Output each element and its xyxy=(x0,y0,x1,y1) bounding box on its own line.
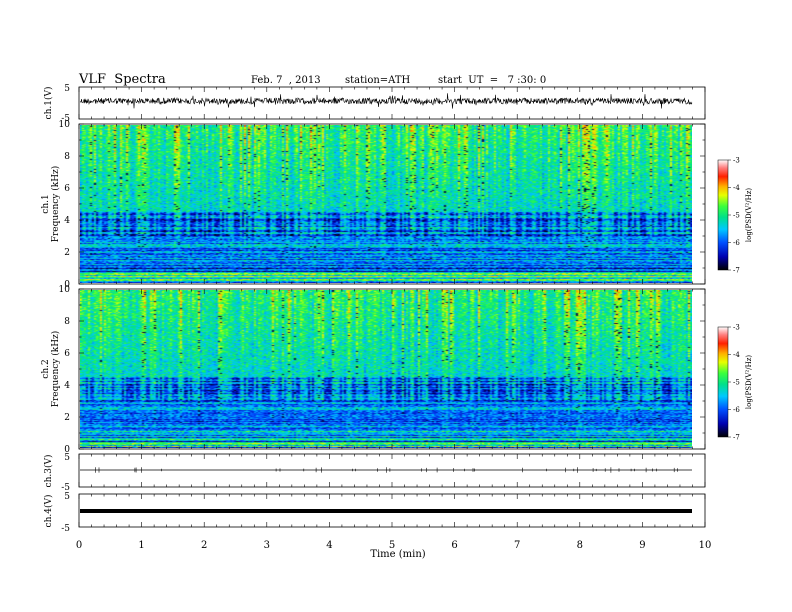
time-tick-8: 8 xyxy=(577,540,583,551)
ch1-spectrogram-ylabel: Frequency (kHz) xyxy=(50,166,61,243)
ch1-waveform-ylabel: ch.1(V) xyxy=(43,87,54,120)
ch2-colorbar-ticks: -3 -4 -5 -6 -7 xyxy=(728,324,740,442)
date-label: Feb. 7 , 2013 xyxy=(251,75,321,86)
plot-title: VLF Spectra xyxy=(79,72,166,87)
ylabels2-5: 10 xyxy=(59,285,71,295)
time-tick-2: 2 xyxy=(201,540,207,551)
cb1-tick-1: -4 xyxy=(733,184,740,192)
time-tick-9: 9 xyxy=(639,540,645,551)
time-tick-5: 5 xyxy=(389,540,395,551)
ch1-spectrogram-yticks: 0 2 4 6 8 10 xyxy=(59,120,71,290)
ch4-waveform-trace xyxy=(80,509,692,513)
time-tick-10: 10 xyxy=(699,540,712,551)
cb2-tick-2: -5 xyxy=(733,379,740,387)
ch2-spectrogram-channel-label: ch.2 xyxy=(41,359,51,378)
ch2-colorbar-label: log(PSD(V²/Hz) xyxy=(745,355,753,410)
ylabels2-2: 4 xyxy=(64,381,70,391)
ylabels2-0: 0 xyxy=(64,445,70,455)
time-tick-1: 1 xyxy=(138,540,144,551)
station-label: station=ATH xyxy=(345,75,411,86)
cb1-tick-3: -6 xyxy=(733,239,740,247)
ylabels1-1: 2 xyxy=(64,248,70,258)
ch2-spectrogram-ylabel: Frequency (kHz) xyxy=(50,331,61,408)
time-axis-label: Time (min) xyxy=(370,549,425,560)
cb1-tick-2: -5 xyxy=(733,212,740,220)
ylabels2-1: 2 xyxy=(64,413,70,423)
time-tick-6: 6 xyxy=(451,540,457,551)
ch1-colorbar xyxy=(717,159,729,271)
ch1-colorbar-ticks: -3 -4 -5 -6 -7 xyxy=(728,157,740,275)
cb2-tick-0: -3 xyxy=(733,324,740,332)
ch2-spectrogram-image xyxy=(80,290,692,448)
cb2-tick-3: -6 xyxy=(733,406,740,414)
ch1-spectrogram-image xyxy=(80,125,692,283)
time-axis-ticks: 0 1 2 3 4 5 6 7 8 9 10 xyxy=(76,540,712,551)
ch1-ytick-5: 5 xyxy=(64,84,70,94)
ch3-waveform-ylabel: ch.3(V) xyxy=(43,455,54,488)
cb2-tick-1: -4 xyxy=(733,351,740,359)
time-tick-0: 0 xyxy=(76,540,82,551)
ylabels1-4: 8 xyxy=(64,152,70,162)
cb1-tick-0: -3 xyxy=(733,157,740,165)
ch2-spectrogram-yticks: 0 2 4 6 8 10 xyxy=(59,285,71,455)
ylabels2-4: 8 xyxy=(64,317,70,327)
ch3-ytick-5: 5 xyxy=(64,453,70,463)
time-tick-3: 3 xyxy=(264,540,270,551)
time-tick-4: 4 xyxy=(326,540,332,551)
ch2-colorbar xyxy=(717,326,729,438)
ylabels2-3: 6 xyxy=(64,349,70,359)
ch1-spectrogram-channel-label: ch.1 xyxy=(41,194,51,213)
cb2-tick-4: -7 xyxy=(733,434,740,442)
ch4-ytick-neg5: -5 xyxy=(61,524,70,534)
time-tick-7: 7 xyxy=(514,540,520,551)
ch3-waveform-spikes xyxy=(95,467,678,473)
ch3-ytick-neg5: -5 xyxy=(61,483,70,493)
ch1-colorbar-label: log(PSD(V²/Hz) xyxy=(745,188,753,243)
ch4-waveform-ylabel: ch.4(V) xyxy=(43,495,54,528)
ylabels1-5: 10 xyxy=(59,120,71,130)
ylabels1-3: 6 xyxy=(64,184,70,194)
ch4-ytick-5: 5 xyxy=(64,492,70,502)
ylabels1-2: 4 xyxy=(64,216,70,226)
ch1-waveform-trace xyxy=(79,93,693,109)
ylabels1-0: 0 xyxy=(64,280,70,290)
axis-ticks xyxy=(78,87,706,527)
ch1-ytick-neg5: -5 xyxy=(61,114,70,124)
cb1-tick-4: -7 xyxy=(733,267,740,275)
start-time-label: start UT = 7 :30: 0 xyxy=(438,75,547,86)
